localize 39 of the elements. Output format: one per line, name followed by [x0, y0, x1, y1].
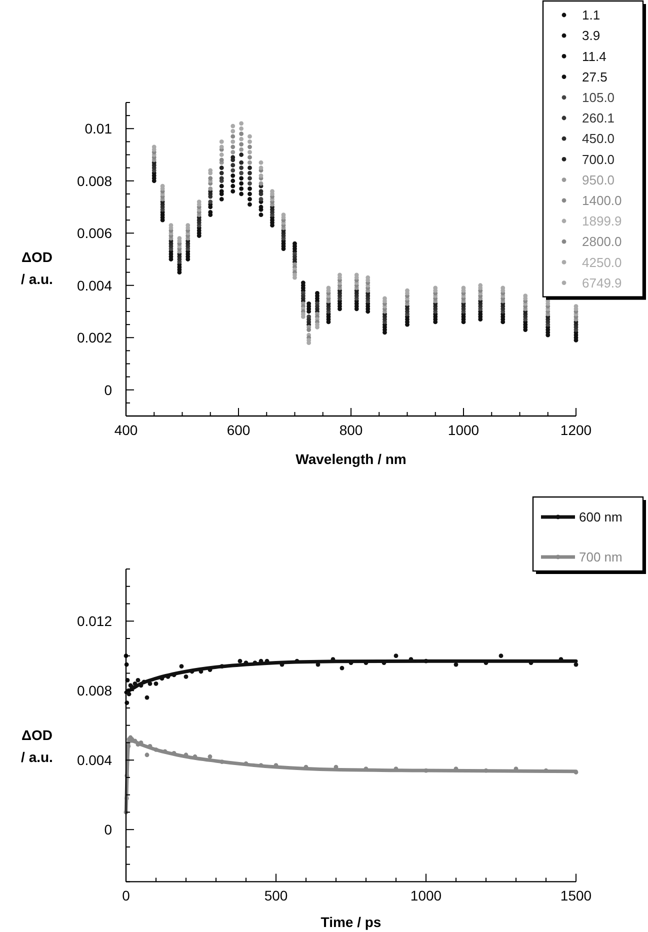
x-tick-label: 600	[226, 422, 250, 438]
x-tick-label: 800	[339, 422, 363, 438]
legend-label: 600 nm	[579, 510, 622, 525]
legend-label: 4250.0	[582, 254, 622, 270]
y-tick-label: 0	[104, 382, 112, 398]
y-tick-label: 0.01	[84, 120, 112, 137]
x-tick-label: 1000	[448, 422, 480, 438]
legend-label: 6749.9	[582, 275, 622, 290]
legend-label: 950.0	[582, 172, 615, 188]
x-axis-title: Time / ps	[320, 914, 382, 930]
legend-label: 450.0	[582, 131, 615, 146]
x-tick-label: 400	[114, 422, 138, 438]
x-tick-label: 0	[122, 888, 130, 904]
x-tick-label: 1000	[410, 888, 442, 904]
y-tick-label: 0.008	[76, 682, 112, 699]
y-axis-title: ΔOD / a.u.	[21, 249, 53, 287]
legend-label: 27.5	[582, 69, 608, 84]
legend-label: 11.4	[582, 48, 606, 64]
y-tick-label: 0.006	[76, 225, 112, 242]
legend-label: 1400.0	[582, 192, 622, 208]
y-tick-label: 0.004	[76, 752, 112, 768]
legend-label: 1899.9	[582, 214, 622, 229]
legend-label: 105.0	[582, 90, 615, 105]
y-tick-label: 0.008	[76, 172, 112, 189]
y-tick-label: 0.012	[76, 613, 112, 630]
y-tick-label: 0.002	[76, 330, 112, 346]
y-axis-title: ΔOD / a.u.	[21, 727, 53, 765]
legend-label: 700.0	[582, 152, 615, 167]
x-tick-label: 1500	[560, 888, 592, 904]
x-tick-label: 1200	[560, 422, 592, 438]
legend-label: 1.1	[582, 8, 600, 23]
x-tick-label: 500	[264, 888, 288, 904]
y-tick-label: 0	[104, 821, 112, 838]
y-tick-label: 0.004	[76, 277, 112, 294]
legend-label: 260.1	[582, 110, 615, 126]
legend-label: 700 nm	[579, 550, 622, 565]
legend-label: 3.9	[582, 28, 600, 44]
legend-label: 2800.0	[582, 234, 622, 250]
x-axis-title: Wavelength / nm	[296, 451, 406, 467]
